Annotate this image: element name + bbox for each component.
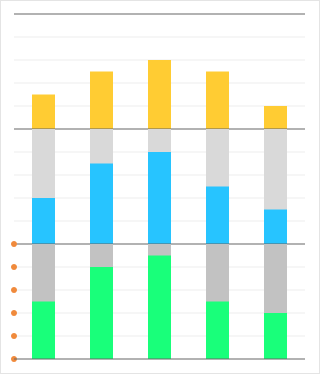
bar-segment	[90, 129, 113, 164]
tick-marker	[11, 310, 17, 316]
tick-marker	[11, 264, 17, 270]
tick-marker	[11, 287, 17, 293]
bar-segment	[206, 244, 229, 302]
bar-segment	[148, 152, 171, 244]
bar-segment	[90, 244, 113, 267]
bar-segment	[90, 71, 113, 129]
bar-segment	[32, 129, 55, 198]
tick-marker	[11, 241, 17, 247]
bar-segment	[32, 244, 55, 302]
bar-segment	[148, 244, 171, 256]
bar-segment	[90, 163, 113, 244]
bar-segment	[264, 244, 287, 313]
bar-segment	[148, 129, 171, 152]
bar-segment	[264, 106, 287, 129]
bar-segment	[264, 209, 287, 244]
bar-segment	[90, 267, 113, 359]
bar-segment	[32, 301, 55, 359]
bar-segment	[206, 71, 229, 129]
bar-segment	[206, 301, 229, 359]
bar-segment	[206, 129, 229, 187]
bar-segment	[264, 313, 287, 359]
bar-segment	[148, 60, 171, 129]
bar-segment	[32, 94, 55, 129]
bar-segment	[148, 255, 171, 359]
bar-segment	[32, 198, 55, 244]
bar-segment	[264, 129, 287, 210]
tick-marker	[11, 333, 17, 339]
bar-segment	[206, 186, 229, 244]
